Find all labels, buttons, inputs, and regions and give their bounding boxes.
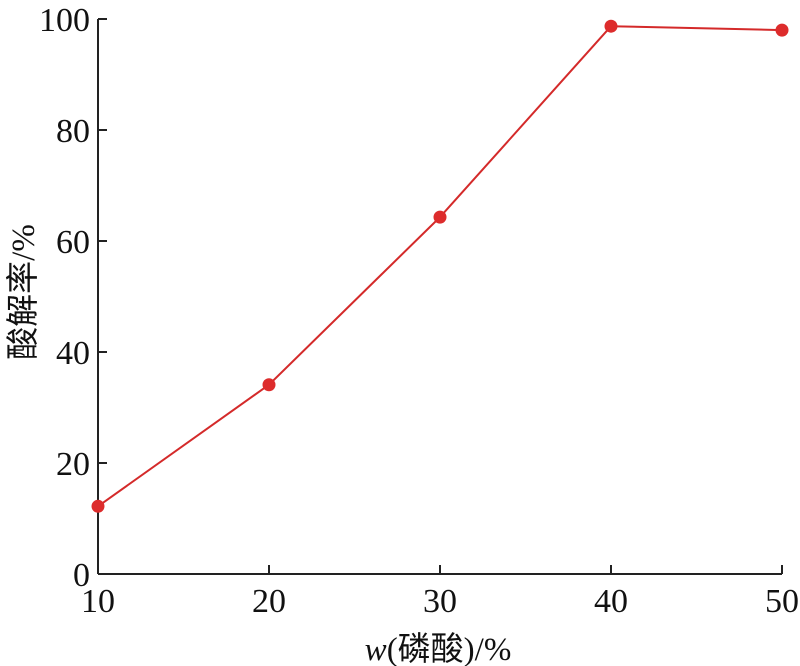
x-tick-label: 50	[765, 583, 799, 620]
series	[97, 25, 783, 508]
data-point	[604, 19, 618, 33]
x-tick-label: 20	[252, 583, 286, 620]
data-point	[262, 378, 276, 392]
data-point	[91, 499, 105, 513]
tick-marks	[97, 18, 783, 575]
x-tick-label: 40	[594, 583, 628, 620]
y-axis-title: 酸解率/%	[5, 224, 42, 360]
x-tick-label: 10	[81, 583, 115, 620]
y-tick-label: 40	[56, 335, 90, 372]
series-line	[97, 25, 783, 508]
y-tick-label: 60	[56, 224, 90, 261]
tick-labels: 0 20 40 60 80 100 10 20 30 40 50	[39, 2, 799, 620]
y-tick-label: 0	[73, 557, 90, 594]
x-tick-label: 30	[423, 583, 457, 620]
x-axis-title-rest: (磷酸)/%	[387, 631, 512, 666]
y-tick-label: 100	[39, 2, 90, 39]
data-points	[91, 19, 789, 513]
x-axis-title: w(磷酸)/%	[365, 631, 512, 666]
y-tick-label: 80	[56, 113, 90, 150]
data-point	[433, 210, 447, 224]
y-tick-label: 20	[56, 446, 90, 483]
x-axis-title-var: w	[365, 632, 387, 666]
axes	[97, 19, 782, 575]
data-point	[775, 23, 789, 37]
